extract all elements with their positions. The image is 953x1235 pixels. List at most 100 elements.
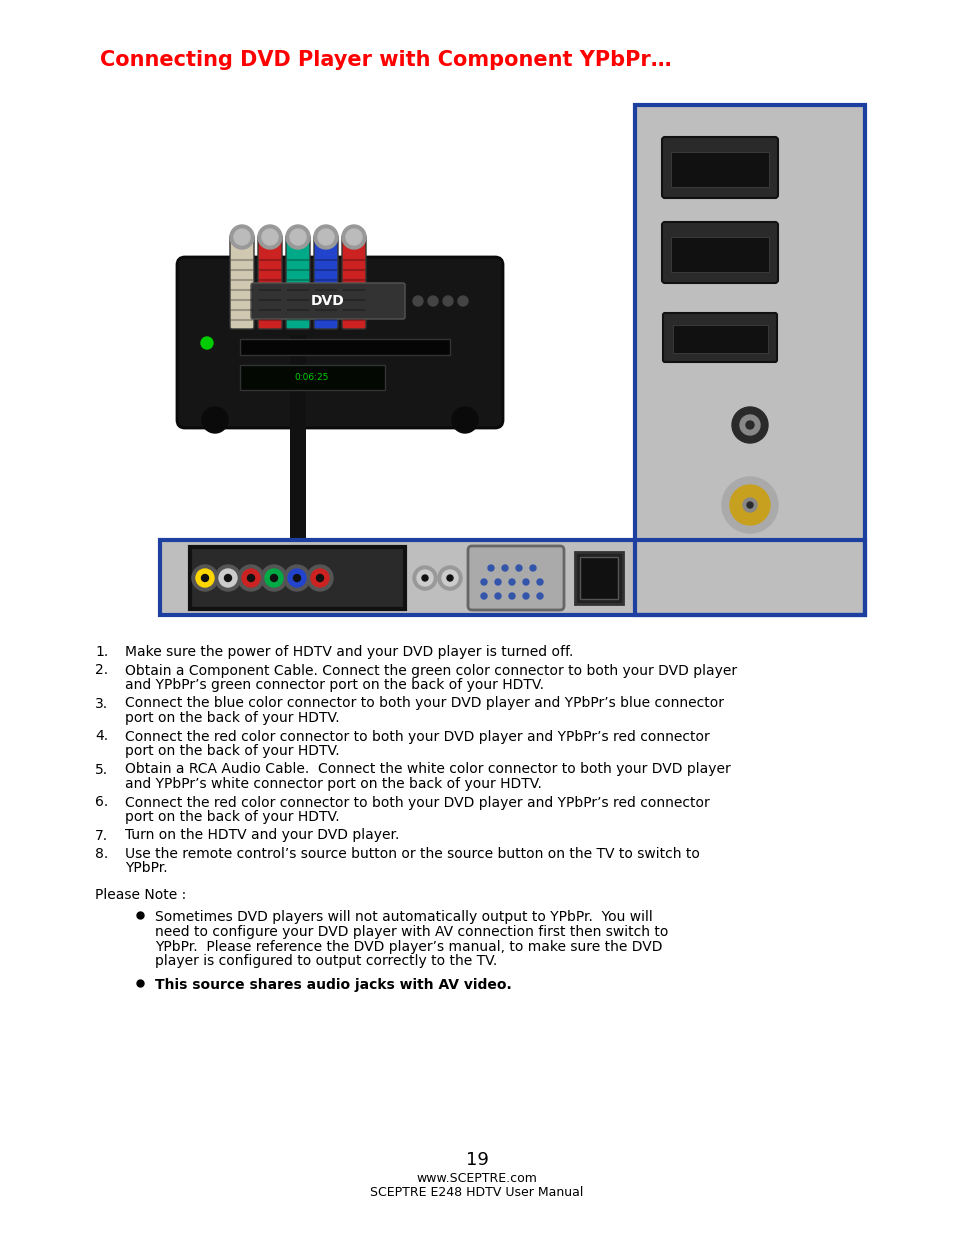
Circle shape bbox=[311, 569, 329, 587]
Text: player is configured to output correctly to the TV.: player is configured to output correctly… bbox=[154, 953, 497, 968]
Text: 3.: 3. bbox=[95, 697, 108, 710]
FancyBboxPatch shape bbox=[661, 137, 778, 198]
Text: DVD: DVD bbox=[311, 294, 345, 308]
Circle shape bbox=[261, 564, 287, 592]
FancyBboxPatch shape bbox=[314, 235, 337, 329]
Circle shape bbox=[740, 415, 760, 435]
Circle shape bbox=[509, 593, 515, 599]
Circle shape bbox=[237, 564, 264, 592]
Circle shape bbox=[457, 296, 468, 306]
Text: 4.: 4. bbox=[95, 730, 108, 743]
Circle shape bbox=[242, 569, 260, 587]
Text: Connect the red color connector to both your DVD player and YPbPr’s red connecto: Connect the red color connector to both … bbox=[125, 795, 709, 809]
Circle shape bbox=[271, 574, 277, 582]
Circle shape bbox=[201, 574, 209, 582]
Circle shape bbox=[537, 579, 542, 585]
FancyBboxPatch shape bbox=[177, 257, 502, 429]
Text: Sometimes DVD players will not automatically output to YPbPr.  You will: Sometimes DVD players will not automatic… bbox=[154, 910, 652, 925]
Bar bbox=[240, 366, 385, 390]
Circle shape bbox=[317, 228, 334, 245]
FancyBboxPatch shape bbox=[670, 152, 768, 186]
Circle shape bbox=[307, 564, 333, 592]
Bar bbox=[290, 335, 306, 540]
Text: port on the back of your HDTV.: port on the back of your HDTV. bbox=[125, 810, 339, 824]
Circle shape bbox=[284, 564, 310, 592]
Circle shape bbox=[480, 593, 486, 599]
Text: and YPbPr’s white connector port on the back of your HDTV.: and YPbPr’s white connector port on the … bbox=[125, 777, 541, 790]
Text: need to configure your DVD player with AV connection first then switch to: need to configure your DVD player with A… bbox=[154, 925, 668, 939]
Bar bbox=[160, 540, 864, 615]
Text: 1.: 1. bbox=[95, 645, 108, 659]
Circle shape bbox=[219, 569, 236, 587]
Circle shape bbox=[731, 408, 767, 443]
Text: 8.: 8. bbox=[95, 847, 108, 861]
Circle shape bbox=[224, 574, 232, 582]
Text: port on the back of your HDTV.: port on the back of your HDTV. bbox=[125, 711, 339, 725]
Circle shape bbox=[488, 564, 494, 571]
Circle shape bbox=[516, 564, 521, 571]
Circle shape bbox=[746, 501, 752, 508]
Circle shape bbox=[480, 579, 486, 585]
Text: YPbPr.  Please reference the DVD player’s manual, to make sure the DVD: YPbPr. Please reference the DVD player’s… bbox=[154, 940, 661, 953]
FancyBboxPatch shape bbox=[662, 312, 776, 362]
Circle shape bbox=[452, 408, 477, 433]
Circle shape bbox=[294, 574, 300, 582]
Circle shape bbox=[195, 569, 213, 587]
Circle shape bbox=[288, 569, 306, 587]
FancyBboxPatch shape bbox=[672, 325, 767, 353]
Circle shape bbox=[421, 576, 428, 580]
Text: YPbPr.: YPbPr. bbox=[125, 862, 168, 876]
Circle shape bbox=[233, 228, 250, 245]
Circle shape bbox=[290, 228, 306, 245]
Circle shape bbox=[495, 579, 500, 585]
Circle shape bbox=[537, 593, 542, 599]
FancyBboxPatch shape bbox=[230, 235, 253, 329]
Bar bbox=[190, 547, 405, 609]
FancyBboxPatch shape bbox=[670, 237, 768, 272]
Circle shape bbox=[501, 564, 507, 571]
Circle shape bbox=[447, 576, 453, 580]
Circle shape bbox=[230, 225, 253, 249]
Circle shape bbox=[437, 566, 461, 590]
Circle shape bbox=[257, 225, 282, 249]
Bar bbox=[579, 557, 618, 599]
Bar bbox=[635, 105, 864, 615]
Circle shape bbox=[316, 574, 323, 582]
Circle shape bbox=[441, 571, 457, 585]
Circle shape bbox=[202, 408, 228, 433]
Circle shape bbox=[721, 477, 778, 534]
FancyBboxPatch shape bbox=[468, 546, 563, 610]
Bar bbox=[160, 540, 635, 615]
Bar bbox=[240, 338, 450, 354]
Circle shape bbox=[729, 485, 769, 525]
Text: Connect the blue color connector to both your DVD player and YPbPr’s blue connec: Connect the blue color connector to both… bbox=[125, 697, 723, 710]
Text: 0:06:25: 0:06:25 bbox=[294, 373, 329, 383]
Circle shape bbox=[262, 228, 277, 245]
Text: SCEPTRE E248 HDTV User Manual: SCEPTRE E248 HDTV User Manual bbox=[370, 1186, 583, 1198]
Text: 6.: 6. bbox=[95, 795, 108, 809]
Circle shape bbox=[522, 579, 529, 585]
Text: Connect the red color connector to both your DVD player and YPbPr’s red connecto: Connect the red color connector to both … bbox=[125, 730, 709, 743]
Circle shape bbox=[530, 564, 536, 571]
Circle shape bbox=[509, 579, 515, 585]
FancyBboxPatch shape bbox=[257, 235, 282, 329]
Circle shape bbox=[442, 296, 453, 306]
Text: www.SCEPTRE.com: www.SCEPTRE.com bbox=[416, 1172, 537, 1184]
Text: Make sure the power of HDTV and your DVD player is turned off.: Make sure the power of HDTV and your DVD… bbox=[125, 645, 573, 659]
Text: 7.: 7. bbox=[95, 829, 108, 842]
Text: Use the remote control’s source button or the source button on the TV to switch : Use the remote control’s source button o… bbox=[125, 847, 700, 861]
Text: Obtain a Component Cable. Connect the green color connector to both your DVD pla: Obtain a Component Cable. Connect the gr… bbox=[125, 663, 737, 678]
Circle shape bbox=[413, 566, 436, 590]
Text: Turn on the HDTV and your DVD player.: Turn on the HDTV and your DVD player. bbox=[125, 829, 399, 842]
Text: port on the back of your HDTV.: port on the back of your HDTV. bbox=[125, 743, 339, 758]
FancyBboxPatch shape bbox=[251, 283, 405, 319]
Circle shape bbox=[286, 225, 310, 249]
Bar bbox=[575, 552, 622, 604]
Circle shape bbox=[745, 421, 753, 429]
Circle shape bbox=[265, 569, 283, 587]
FancyBboxPatch shape bbox=[286, 235, 310, 329]
Circle shape bbox=[742, 498, 757, 513]
Text: 5.: 5. bbox=[95, 762, 108, 777]
Circle shape bbox=[247, 574, 254, 582]
Bar bbox=[635, 105, 864, 615]
